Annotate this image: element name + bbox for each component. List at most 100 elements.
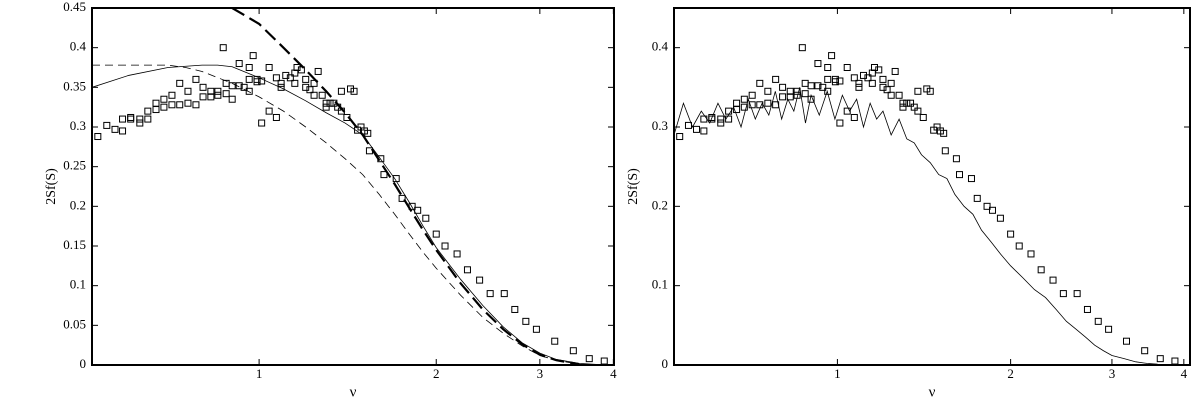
- data-point: [551, 337, 559, 345]
- data-point: [700, 127, 708, 135]
- x-tick-label: 3: [537, 366, 544, 381]
- data-point: [152, 99, 160, 107]
- data-point: [1049, 276, 1057, 284]
- data-point: [265, 107, 273, 115]
- data-point: [277, 79, 285, 87]
- data-point: [258, 119, 266, 127]
- data-point: [952, 155, 960, 163]
- data-point: [152, 106, 160, 114]
- data-point: [910, 103, 918, 111]
- data-point: [350, 87, 358, 95]
- data-point: [337, 87, 345, 95]
- data-point: [219, 44, 227, 52]
- data-point: [585, 355, 593, 363]
- data-point: [214, 91, 222, 99]
- y-tick-label: 0.3: [652, 118, 668, 133]
- y-axis-label: 2Sf(S): [44, 168, 59, 205]
- x-tick-label: 4: [1181, 366, 1188, 381]
- data-point: [441, 242, 449, 250]
- data-point: [302, 83, 310, 91]
- data-point: [725, 115, 733, 123]
- data-point: [414, 206, 422, 214]
- data-point: [903, 99, 911, 107]
- data-point: [883, 86, 891, 94]
- data-point: [286, 74, 294, 82]
- data-point: [1083, 305, 1091, 313]
- data-point: [318, 91, 326, 99]
- data-point: [676, 133, 684, 141]
- data-point: [850, 113, 858, 121]
- data-point: [245, 75, 253, 83]
- x-axis-label: ν: [350, 384, 357, 400]
- data-point: [850, 74, 858, 82]
- data-point: [192, 75, 200, 83]
- data-point: [836, 119, 844, 127]
- data-point: [310, 91, 318, 99]
- data-point: [899, 103, 907, 111]
- data-point: [756, 79, 764, 87]
- data-point: [1171, 357, 1179, 365]
- y-tick-label: 0.1: [70, 277, 86, 292]
- data-point: [199, 83, 207, 91]
- y-tick-label: 0.4: [70, 39, 87, 54]
- data-point: [717, 115, 725, 123]
- data-point: [956, 171, 964, 179]
- data-point: [1073, 290, 1081, 298]
- y-tick-label: 0.45: [63, 0, 86, 14]
- data-point: [983, 202, 991, 210]
- data-point: [249, 52, 257, 60]
- data-point: [272, 74, 280, 82]
- data-point: [476, 276, 484, 284]
- data-point: [879, 83, 887, 91]
- data-point: [748, 101, 756, 109]
- data-point: [432, 230, 440, 238]
- data-point: [801, 79, 809, 87]
- data-point: [422, 214, 430, 222]
- data-point: [347, 85, 355, 93]
- data-point: [500, 290, 508, 298]
- data-point: [899, 99, 907, 107]
- data-point: [967, 175, 975, 183]
- data-point: [184, 87, 192, 95]
- data-point: [214, 87, 222, 95]
- data-point: [463, 266, 471, 274]
- data-point: [814, 82, 822, 90]
- data-point: [119, 115, 127, 123]
- y-tick-label: 0.05: [63, 316, 86, 331]
- data-point: [282, 71, 290, 79]
- data-point: [1059, 290, 1067, 298]
- data-point: [887, 91, 895, 99]
- data-point: [914, 87, 922, 95]
- data-point: [222, 90, 230, 98]
- data-point: [522, 317, 530, 325]
- data-point: [819, 83, 827, 91]
- data-point: [700, 115, 708, 123]
- data-line: [231, 8, 580, 365]
- data-point: [831, 75, 839, 83]
- data-point: [176, 79, 184, 87]
- data-point: [919, 113, 927, 121]
- data-point: [779, 93, 787, 101]
- data-point: [127, 115, 135, 123]
- data-point: [855, 83, 863, 91]
- data-point: [824, 64, 832, 71]
- data-point: [870, 64, 878, 71]
- data-point: [111, 125, 119, 133]
- y-axis-label: 2Sf(S): [626, 168, 641, 205]
- data-point: [836, 77, 844, 85]
- x-tick-label: 1: [834, 366, 841, 381]
- data-point: [192, 101, 200, 109]
- data-point: [306, 86, 314, 94]
- data-point: [228, 95, 236, 103]
- data-point: [1037, 266, 1045, 274]
- data-point: [160, 103, 168, 111]
- data-line: [92, 64, 601, 365]
- data-point: [779, 83, 787, 91]
- data-point: [879, 75, 887, 83]
- data-point: [859, 71, 867, 79]
- data-point: [600, 357, 608, 365]
- data-point: [160, 95, 168, 103]
- data-point: [272, 113, 280, 121]
- data-point: [380, 171, 388, 179]
- data-point: [828, 52, 836, 60]
